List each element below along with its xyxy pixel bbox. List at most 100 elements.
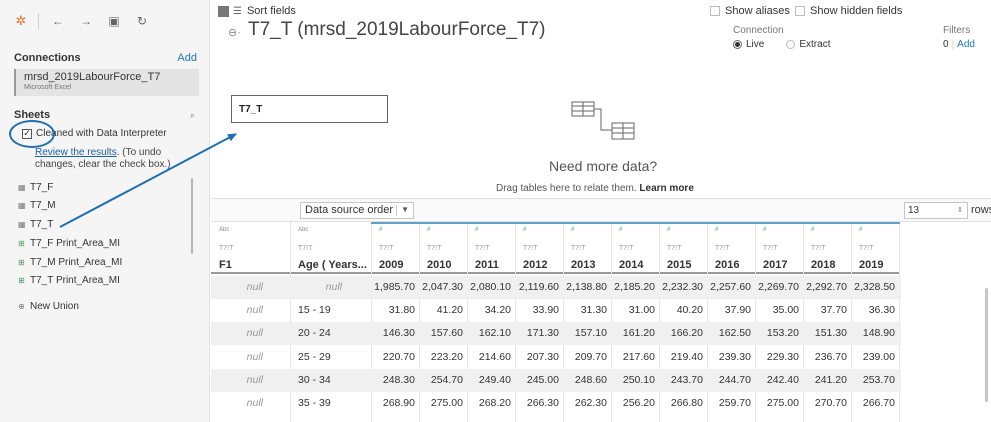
sheet-item-label: T7_F Print_Area_MI xyxy=(30,238,121,249)
new-union-item[interactable]: ⊕ New Union xyxy=(18,301,79,312)
filters-divider: | xyxy=(951,39,955,50)
column-name: 2018 xyxy=(811,259,836,271)
column-header[interactable]: # T7!T 2015 xyxy=(659,222,707,274)
forward-arrow-icon[interactable]: → xyxy=(80,14,92,28)
number-type-icon[interactable]: # xyxy=(619,227,623,233)
tableau-logo-icon[interactable]: ✲ xyxy=(15,13,27,28)
sheet-item-t7-t-print-area[interactable]: ⊞ T7_T Print_Area_MI xyxy=(18,275,120,286)
number-type-icon[interactable]: # xyxy=(763,227,767,233)
review-results-link[interactable]: Review the results xyxy=(35,147,117,158)
column-header[interactable]: # T7!T 2016 xyxy=(707,222,755,274)
connection-mode: Live Extract xyxy=(733,39,830,50)
named-range-icon: ⊞ xyxy=(18,276,25,285)
sheet-item-label: T7_T xyxy=(30,219,54,230)
column-header[interactable]: # T7!T 2009 xyxy=(371,222,419,274)
column-source: T7!T xyxy=(379,245,394,252)
column-name: 2017 xyxy=(763,259,788,271)
grid-scrollbar[interactable] xyxy=(985,288,988,402)
spinner-icon[interactable]: ⇕ xyxy=(957,207,963,214)
rows-value: 13 xyxy=(908,205,920,216)
column-header[interactable]: # T7!T 2017 xyxy=(755,222,803,274)
sort-fields-select[interactable]: Data source order ▼ xyxy=(300,202,414,219)
number-type-icon[interactable]: # xyxy=(715,227,719,233)
table-cell: 275.00 xyxy=(430,397,463,409)
search-icon[interactable]: ⌕ xyxy=(189,110,195,120)
table-cell: null xyxy=(246,304,263,317)
table-cell: 40.20 xyxy=(676,304,703,317)
connection-type: Microsoft Excel xyxy=(24,84,72,91)
learn-more-link[interactable]: Learn more xyxy=(639,183,694,194)
column-source: T7!T xyxy=(475,245,490,252)
show-hidden-fields-checkbox[interactable] xyxy=(795,6,805,16)
show-hidden-fields-option[interactable]: Show hidden fields xyxy=(795,5,902,17)
rows-input[interactable]: 13 ⇕ xyxy=(904,202,968,219)
sheet-item-t7-f[interactable]: ▦ T7_F xyxy=(18,182,53,193)
back-arrow-icon[interactable]: ← xyxy=(52,14,64,28)
new-union-label: New Union xyxy=(30,301,79,312)
column-header[interactable]: # T7!T 2011 xyxy=(467,222,515,274)
table-cell: 249.40 xyxy=(478,373,511,386)
need-more-data-title: Need more data? xyxy=(549,158,658,174)
column-divider xyxy=(611,222,612,422)
table-cell: 157.60 xyxy=(430,327,463,340)
column-header[interactable]: # T7!T 2018 xyxy=(803,222,851,274)
number-type-icon[interactable]: # xyxy=(379,227,383,233)
column-divider xyxy=(467,222,468,422)
add-connection-link[interactable]: Add xyxy=(177,52,197,64)
column-header[interactable]: Abc T7!T Age ( Years... xyxy=(290,222,371,274)
column-divider xyxy=(563,222,564,422)
table-cell: 36.30 xyxy=(868,304,895,317)
number-type-icon[interactable]: # xyxy=(523,227,527,233)
column-header[interactable]: # T7!T 2019 xyxy=(851,222,899,274)
sheet-item-t7-m-print-area[interactable]: ⊞ T7_M Print_Area_MI xyxy=(18,257,122,268)
number-type-icon[interactable]: # xyxy=(475,227,479,233)
column-source: T7!T xyxy=(859,245,874,252)
column-header[interactable]: # T7!T 2013 xyxy=(563,222,611,274)
number-type-icon[interactable]: # xyxy=(859,227,863,233)
data-interpreter-label: Cleaned with Data Interpreter xyxy=(36,128,167,139)
table-cell: 35 - 39 xyxy=(298,397,331,409)
table-cell: 2,328.50 xyxy=(854,281,895,293)
number-type-icon[interactable]: # xyxy=(811,227,815,233)
connection-item[interactable]: mrsd_2019LabourForce_T7 Microsoft Excel xyxy=(14,69,199,96)
number-type-icon[interactable]: # xyxy=(571,227,575,233)
add-filter-link[interactable]: Add xyxy=(957,39,975,50)
column-name: 2014 xyxy=(619,259,644,271)
list-view-icon[interactable]: ☰ xyxy=(233,5,242,17)
column-header[interactable]: # T7!T 2012 xyxy=(515,222,563,274)
string-type-icon[interactable]: Abc xyxy=(219,227,230,233)
column-header[interactable]: Abc T7!T F1 xyxy=(211,222,290,274)
table-cell: 214.60 xyxy=(478,350,511,363)
sheet-item-t7-t[interactable]: ▦ T7_T xyxy=(18,219,53,230)
table-cell: 275.00 xyxy=(766,397,799,409)
sheet-item-t7-m[interactable]: ▦ T7_M xyxy=(18,200,56,211)
show-aliases-option[interactable]: Show aliases xyxy=(710,5,790,17)
extract-radio[interactable] xyxy=(786,40,796,49)
show-hidden-fields-label: Show hidden fields xyxy=(810,5,903,17)
column-header[interactable]: # T7!T 2010 xyxy=(419,222,467,274)
table-cell: 37.70 xyxy=(820,304,847,317)
left-pane: ✲ ← → ▣ ↻ Connections Add mrsd_2019Labou… xyxy=(0,0,210,422)
annotation-ellipse xyxy=(9,120,55,148)
number-type-icon[interactable]: # xyxy=(427,227,431,233)
canvas-table-t7-t[interactable]: T7_T xyxy=(231,95,388,123)
column-name: 2015 xyxy=(667,259,692,271)
datasource-title[interactable]: T7_T (mrsd_2019LabourForce_T7) xyxy=(248,19,546,40)
sheets-title: Sheets xyxy=(14,109,51,121)
live-radio[interactable] xyxy=(733,40,742,49)
sheets-scrollbar[interactable] xyxy=(191,178,193,254)
string-type-icon[interactable]: Abc xyxy=(298,227,309,233)
table-cell: 236.70 xyxy=(814,350,847,363)
show-aliases-checkbox[interactable] xyxy=(710,6,720,16)
save-icon[interactable]: ▣ xyxy=(108,14,120,28)
table-cell: 1,985.70 xyxy=(374,281,415,293)
sheet-icon: ▦ xyxy=(18,201,26,210)
table-cell: 146.30 xyxy=(382,327,415,340)
sheet-item-t7-f-print-area[interactable]: ⊞ T7_F Print_Area_MI xyxy=(18,238,120,249)
refresh-icon[interactable]: ↻ xyxy=(136,14,148,28)
column-source: T7!T xyxy=(427,245,442,252)
sort-fields-value: Data source order xyxy=(305,204,394,216)
number-type-icon[interactable]: # xyxy=(667,227,671,233)
column-header[interactable]: # T7!T 2014 xyxy=(611,222,659,274)
grid-view-icon[interactable] xyxy=(218,5,229,17)
